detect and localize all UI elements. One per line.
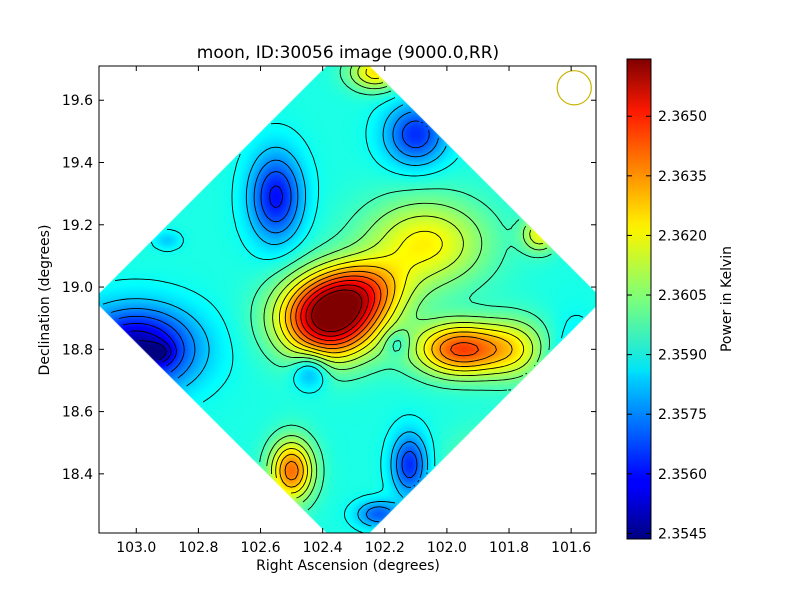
y-axis-ticks: 18.4 18.6 18.8 19.0 19.2 19.4 19.6: [62, 93, 596, 483]
contour-line: [275, 68, 525, 494]
x-tick-label: 101.8: [489, 540, 529, 556]
contour-line: [311, 289, 363, 333]
x-tick-label: 102.0: [427, 540, 467, 556]
beam-circle: [556, 70, 592, 106]
contour-line: [305, 284, 369, 337]
y-axis-label: Declination (degrees): [37, 225, 53, 376]
x-tick-label: 103.0: [116, 540, 156, 556]
chart-title: moon, ID:30056 image (9000.0,RR): [197, 43, 499, 63]
contour-line: [138, 340, 167, 361]
contour-line: [295, 275, 480, 357]
contour-line: [250, 66, 552, 511]
colorbar-gradient: [626, 58, 652, 540]
y-tick-label: 19.6: [62, 93, 93, 109]
contour-line: [118, 120, 430, 479]
colorbar-tick-label: 2.3560: [658, 467, 707, 483]
contour-line: [102, 104, 447, 527]
y-tick-label: 19.2: [62, 218, 93, 234]
colorbar-label: Power in Kelvin: [719, 246, 735, 352]
x-tick-label: 102.4: [303, 540, 343, 556]
y-tick-label: 19.4: [62, 156, 93, 172]
colorbar-tick-label: 2.3545: [658, 526, 707, 542]
contour-line: [270, 66, 544, 499]
colorbar: 2.3545 2.3560 2.3575 2.3590 2.3605 2.3620 2.36…: [626, 58, 735, 542]
colorbar-tick-label: 2.3650: [658, 109, 707, 125]
contour-line: [114, 97, 584, 533]
colorbar-tick-label: 2.3620: [658, 228, 707, 244]
contour-line: [130, 330, 172, 363]
x-tick-label: 102.6: [240, 540, 280, 556]
colorbar-ticks: 2.3545 2.3560 2.3575 2.3590 2.3605 2.3620 2.36…: [627, 109, 707, 542]
heatmap-image: [99, 66, 596, 533]
contour-lines: [102, 66, 584, 533]
y-tick-label: 18.6: [62, 405, 93, 421]
contour-line: [300, 280, 376, 342]
x-tick-label: 102.2: [365, 540, 405, 556]
colorbar-tick-label: 2.3635: [658, 169, 707, 185]
y-tick-label: 19.0: [62, 280, 93, 296]
contour-line: [263, 66, 548, 503]
x-tick-label: 101.6: [551, 540, 591, 556]
contour-line: [279, 265, 513, 488]
x-axis-ticks: 103.0 102.8 102.6 102.4 102.2 102.0 101.8 101.6: [116, 66, 591, 556]
y-tick-label: 18.4: [62, 467, 93, 483]
plot-area: [98, 65, 597, 534]
contour-line: [110, 111, 439, 523]
contour-line: [284, 270, 497, 481]
y-tick-label: 18.8: [62, 342, 93, 358]
colorbar-tick-label: 2.3590: [658, 348, 707, 364]
contour-line: [122, 185, 283, 367]
x-tick-label: 102.8: [178, 540, 218, 556]
x-axis-label: Right Ascension (degrees): [256, 558, 440, 574]
axes-frame: [98, 65, 597, 534]
colorbar-tick-label: 2.3575: [658, 407, 707, 423]
colorbar-tick-label: 2.3605: [658, 288, 707, 304]
